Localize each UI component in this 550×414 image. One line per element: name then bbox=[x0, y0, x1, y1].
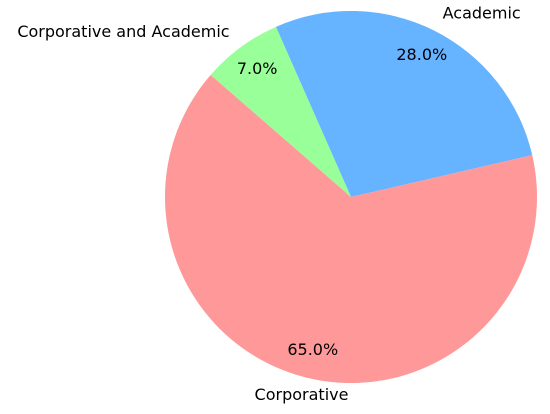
pie-slice bbox=[275, 10, 533, 197]
value-label: 7.0% bbox=[237, 59, 278, 78]
pie-slice bbox=[165, 74, 538, 384]
slice-label: Corporative and Academic bbox=[17, 22, 229, 41]
value-label: 65.0% bbox=[287, 340, 338, 359]
value-label: 28.0% bbox=[396, 45, 447, 64]
pie-slice bbox=[210, 26, 351, 197]
slice-label: Academic bbox=[443, 4, 521, 23]
slice-label: Corporative bbox=[255, 385, 349, 404]
